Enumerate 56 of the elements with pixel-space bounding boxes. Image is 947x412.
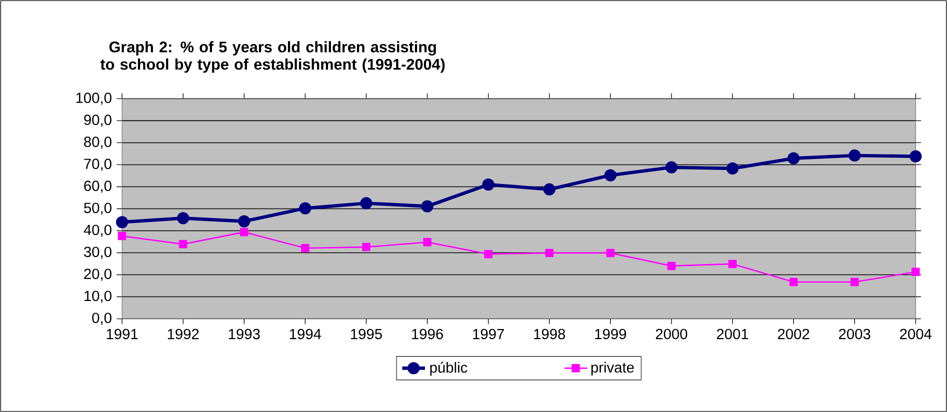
x-tick-label: 2001: [716, 328, 748, 340]
x-tick-label: 1993: [228, 328, 260, 340]
point: [178, 240, 188, 248]
x-tick-label: 1999: [595, 328, 626, 340]
point: [421, 200, 434, 212]
x-tick-label: 1994: [290, 328, 322, 340]
point: [240, 228, 248, 236]
y-tick-label: 80,0: [84, 136, 112, 149]
point: [484, 250, 492, 258]
y-tick-label: 40,0: [84, 224, 112, 237]
x-tick-label: 1995: [351, 328, 382, 340]
point: [850, 278, 859, 286]
point: [912, 268, 920, 276]
x-tick-label: 2004: [900, 328, 932, 340]
x-tick-label: 1996: [412, 328, 443, 340]
point: [606, 248, 615, 258]
point: [362, 242, 370, 252]
point: [667, 262, 676, 270]
x-tick-label: 1997: [473, 328, 504, 340]
point: [545, 248, 554, 258]
y-tick-label: 50,0: [84, 202, 112, 215]
y-tick-label: 20,0: [84, 268, 112, 281]
x-tick-label: 1991: [106, 328, 138, 340]
point: [301, 244, 310, 252]
point: [665, 161, 678, 174]
point: [238, 215, 250, 228]
y-tick-label: 10,0: [84, 290, 112, 303]
y-tick-label: 60,0: [84, 180, 112, 193]
point: [789, 278, 798, 286]
y-tick-label: 0,0: [92, 312, 112, 325]
x-tick-label: 1998: [534, 328, 566, 340]
point: [360, 197, 372, 210]
point: [848, 149, 861, 162]
legend-label: private: [591, 362, 634, 376]
point: [728, 260, 737, 268]
x-tick-label: 2000: [656, 328, 688, 340]
y-tick-label: 90,0: [84, 114, 112, 127]
point: [604, 169, 616, 182]
x-tick-label: 2002: [778, 328, 810, 340]
point: [299, 202, 312, 214]
point: [423, 238, 432, 246]
point: [726, 162, 739, 174]
y-tick-label: 70,0: [84, 158, 112, 171]
point: [543, 183, 556, 196]
x-tick-label: 2003: [839, 328, 870, 340]
chart-title: Graph 2: % of 5 years old children assisting to school by type of establishment (1991-2004): [100, 41, 445, 73]
point: [910, 150, 922, 162]
point: [177, 212, 190, 224]
y-tick-label: 30,0: [84, 246, 112, 259]
legend-label: públic: [430, 362, 468, 376]
y-tick-label: 100,0: [76, 92, 112, 105]
point: [118, 232, 126, 240]
point: [116, 216, 128, 228]
point: [482, 178, 494, 191]
point: [787, 152, 800, 164]
x-tick-label: 1992: [168, 328, 199, 340]
